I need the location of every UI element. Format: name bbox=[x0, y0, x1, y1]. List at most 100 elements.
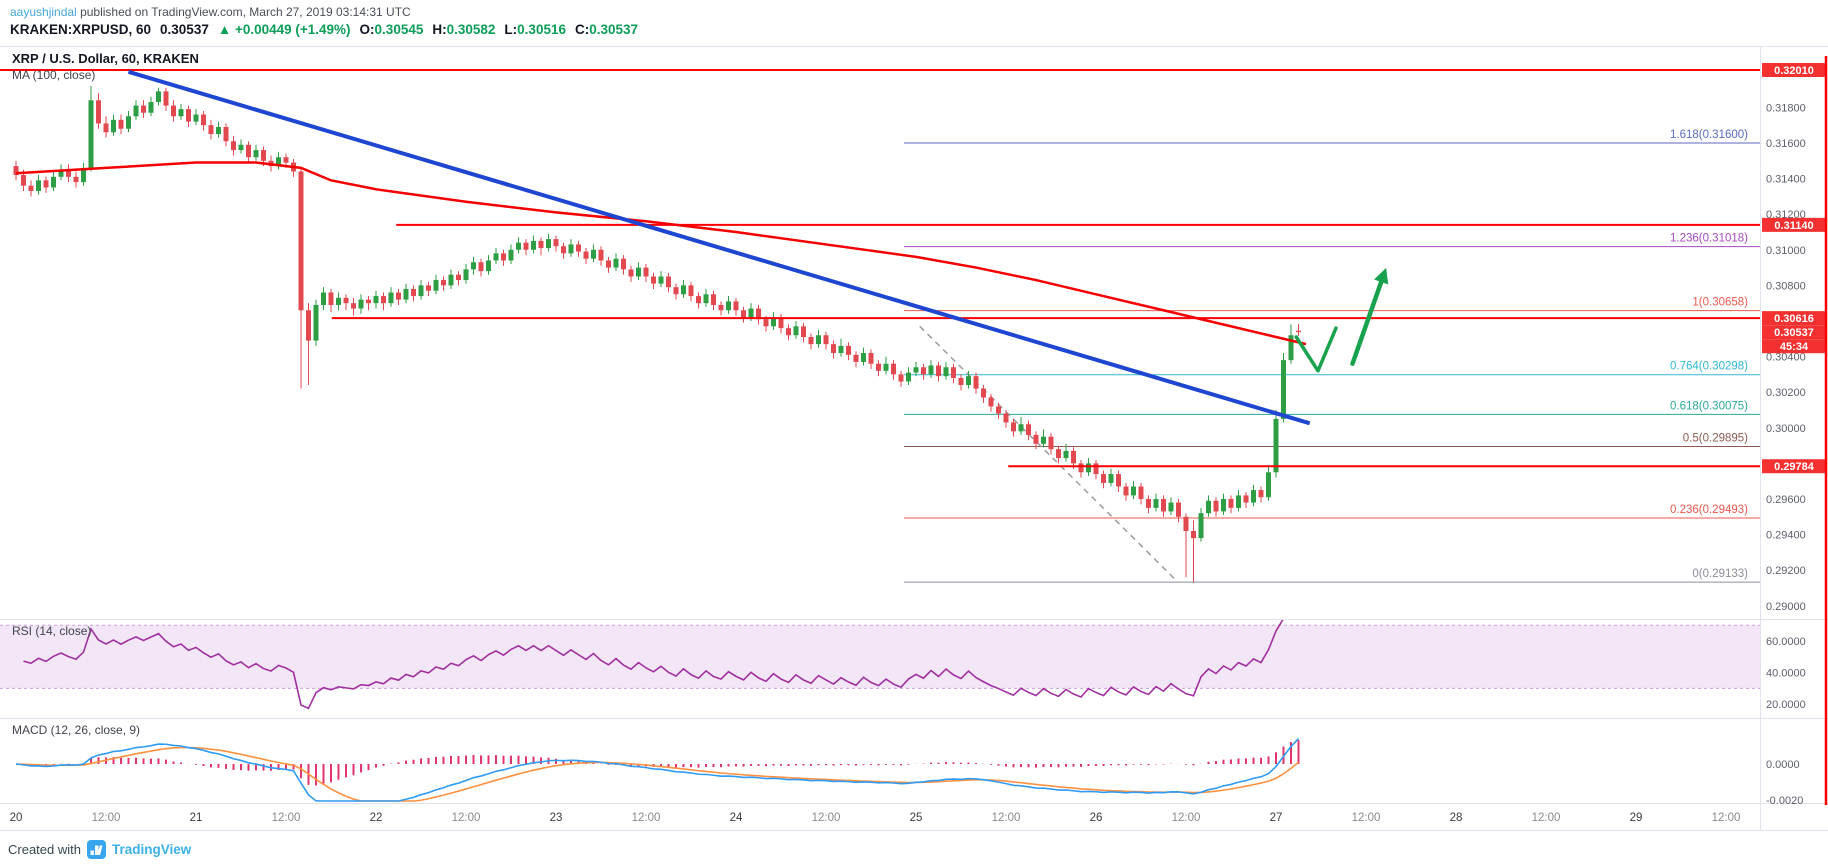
macd-panel[interactable] bbox=[15, 738, 1300, 802]
candle-body bbox=[726, 301, 731, 311]
candle-body bbox=[598, 249, 604, 261]
time-axis-label: 26 bbox=[1090, 812, 1103, 824]
candle-body bbox=[1018, 424, 1024, 432]
descending-trendline[interactable] bbox=[127, 69, 1311, 426]
candle-body bbox=[898, 374, 904, 382]
tradingview-logo-icon[interactable] bbox=[86, 840, 106, 859]
footer: Created with TradingView bbox=[8, 840, 192, 859]
candle-body bbox=[118, 119, 124, 129]
candle-body bbox=[433, 280, 439, 291]
candle-body bbox=[711, 294, 716, 305]
candle-body bbox=[816, 335, 821, 345]
candle-body bbox=[906, 372, 911, 382]
candle-body bbox=[763, 319, 769, 327]
candle-body bbox=[546, 239, 551, 248]
candle-body bbox=[456, 274, 461, 281]
candle-body bbox=[36, 180, 41, 192]
time-axis-label: 24 bbox=[730, 812, 743, 824]
chart-canvas[interactable]: 1.618(0.31600) 1.236(0.31018) 1(0.30658) 0.… bbox=[0, 46, 1828, 832]
candle-body bbox=[973, 376, 979, 389]
candle-body bbox=[148, 102, 154, 113]
candle-body bbox=[1251, 490, 1256, 503]
candle-body bbox=[306, 310, 311, 341]
price-axis-label: 0.31800 bbox=[1766, 102, 1806, 114]
candle-body bbox=[913, 367, 919, 373]
candle-body bbox=[771, 317, 776, 327]
candle-body bbox=[1191, 531, 1196, 539]
candle-body bbox=[1168, 502, 1174, 512]
time-axis-label: 28 bbox=[1450, 812, 1463, 824]
candle-body bbox=[441, 280, 446, 286]
ma-100-line[interactable] bbox=[15, 161, 1307, 346]
candle-body bbox=[351, 303, 356, 309]
candle-body bbox=[793, 326, 799, 336]
candle-body bbox=[1198, 513, 1204, 539]
candle-body bbox=[1281, 360, 1286, 419]
price-axis-label: 0.30200 bbox=[1766, 387, 1806, 399]
time-axis-label: 21 bbox=[190, 812, 203, 824]
candle-body bbox=[831, 344, 836, 354]
price-badge-label: 0.30537 bbox=[1774, 327, 1814, 339]
candle-body bbox=[733, 301, 739, 311]
time-axis-label: 12:00 bbox=[272, 812, 301, 824]
candle-body bbox=[471, 262, 476, 270]
fib-level-label: 0.618(0.30075) bbox=[1670, 400, 1748, 412]
candle-body bbox=[508, 249, 514, 261]
candle-body bbox=[1153, 498, 1159, 508]
ma-indicator-label: MA (100, close) bbox=[12, 68, 96, 82]
price-badge bbox=[1762, 339, 1826, 354]
price-badge-label: 0.32010 bbox=[1774, 65, 1814, 77]
candle-body bbox=[1258, 490, 1264, 498]
candle-body bbox=[328, 292, 334, 305]
candle-body bbox=[1086, 463, 1091, 473]
zigzag-annotation[interactable] bbox=[1294, 326, 1338, 373]
candle-body bbox=[951, 367, 956, 378]
candle-body bbox=[486, 260, 491, 272]
publish-author[interactable]: aayushjindal bbox=[10, 5, 77, 19]
price-axis-label: 0.31400 bbox=[1766, 174, 1806, 186]
candle-body bbox=[838, 345, 844, 354]
bullish-arrow[interactable] bbox=[1350, 276, 1385, 366]
candle-body bbox=[133, 105, 139, 117]
price-axis[interactable]: 0.318000.316000.314000.312000.310000.308… bbox=[1762, 63, 1826, 807]
candle-body bbox=[688, 285, 694, 297]
rsi-panel[interactable] bbox=[23, 614, 1299, 710]
publish-text: published on TradingView.com, March 27, … bbox=[80, 5, 411, 19]
candle-body bbox=[606, 260, 611, 268]
price-panel[interactable]: 1.618(0.31600) 1.236(0.31018) 1(0.30658) 0.… bbox=[0, 69, 1760, 584]
created-with-text: Created with bbox=[8, 842, 81, 857]
candle-body bbox=[1093, 463, 1099, 475]
fib-level-label: 0.764(0.30298) bbox=[1670, 361, 1748, 373]
tradingview-brand[interactable]: TradingView bbox=[111, 842, 192, 857]
candle-body bbox=[1176, 502, 1181, 517]
candle-body bbox=[1183, 516, 1189, 532]
candle-body bbox=[1108, 474, 1114, 483]
dashed-trendline[interactable] bbox=[919, 325, 1180, 584]
candle-body bbox=[1041, 436, 1046, 444]
time-axis-label: 12:00 bbox=[452, 812, 481, 824]
candle-body bbox=[808, 337, 814, 345]
candle-body bbox=[1123, 486, 1129, 496]
candlestick-series bbox=[13, 86, 1301, 583]
candle-body bbox=[636, 267, 641, 277]
candle-body bbox=[156, 91, 161, 103]
candle-body bbox=[621, 258, 626, 270]
candle-body bbox=[448, 274, 454, 286]
candle-body bbox=[66, 169, 71, 177]
last-price: 0.30537 bbox=[160, 22, 209, 37]
candle-body bbox=[246, 144, 251, 158]
candle-body bbox=[718, 304, 724, 311]
candle-body bbox=[1071, 450, 1076, 464]
candle-body bbox=[411, 288, 416, 297]
fib-level-label: 0.236(0.29493) bbox=[1670, 504, 1748, 516]
candle-body bbox=[478, 262, 484, 272]
candle-body bbox=[28, 185, 34, 192]
bullish-arrow-head bbox=[1374, 267, 1389, 285]
ohlc-close: C:0.30537 bbox=[575, 22, 638, 37]
time-axis[interactable]: 20 12:00 21 12:00 22 12:00 23 12:00 24 12:00 25 12:… bbox=[10, 812, 1741, 824]
candle-body bbox=[238, 144, 244, 151]
candle-body bbox=[921, 367, 926, 375]
candle-body bbox=[336, 297, 341, 305]
candle-body bbox=[568, 244, 574, 254]
time-axis-label: 12:00 bbox=[1172, 812, 1201, 824]
